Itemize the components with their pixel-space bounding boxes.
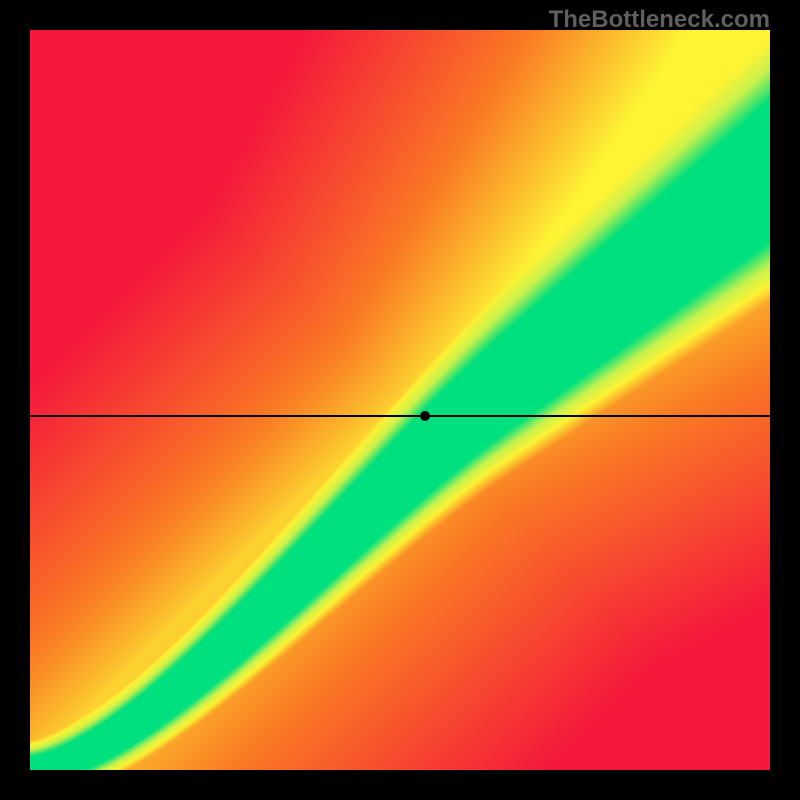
watermark-label: TheBottleneck.com xyxy=(549,6,770,33)
crosshair-horizontal xyxy=(30,415,770,417)
heatmap-canvas xyxy=(30,30,770,770)
selection-marker xyxy=(420,411,430,421)
bottleneck-heatmap xyxy=(30,30,770,770)
watermark-text: TheBottleneck.com xyxy=(549,6,770,34)
crosshair-vertical xyxy=(424,770,426,800)
